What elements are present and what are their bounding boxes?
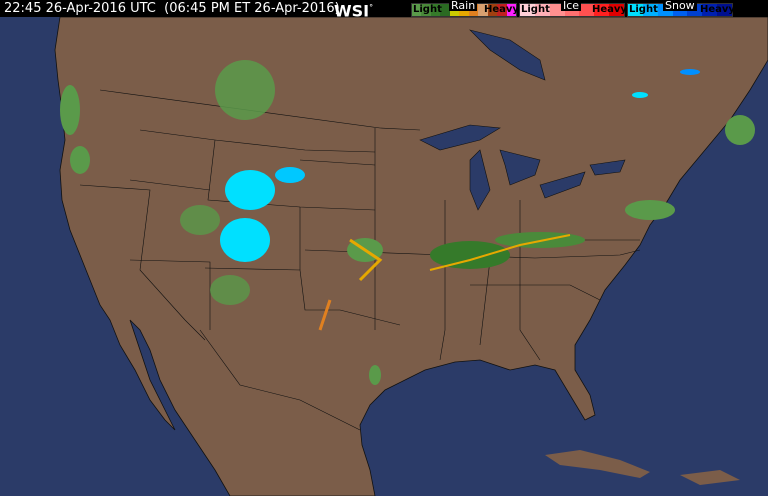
wsi-logo: WSI° [334, 0, 373, 20]
legend-rain-swatch [440, 4, 450, 16]
legend-rain-swatch [506, 4, 516, 16]
legend-snow-swatch [642, 4, 658, 16]
legend-rain-swatch [497, 4, 507, 16]
land-cuba [545, 450, 650, 478]
legend-rain-heavy: Heavy [484, 4, 519, 15]
header-bar: 22:45 26-Apr-2016 UTC (06:45 PM ET 26-Ap… [0, 0, 768, 20]
logo-text: WSI [334, 1, 370, 21]
great-lakes [419, 29, 626, 211]
legend-ice-swatch [520, 4, 535, 16]
radar-map [0, 17, 768, 496]
legend-rain-title: Rain [449, 0, 478, 12]
legend-ice-swatch [594, 4, 610, 16]
land-north-america [54, 17, 768, 496]
timestamp: 22:45 26-Apr-2016 UTC (06:45 PM ET 26-Ap… [4, 1, 340, 16]
radar-echoes [60, 60, 755, 385]
legend-rain-swatch [430, 4, 441, 16]
logo-mark: ° [369, 3, 374, 12]
legend-rain-swatch [421, 4, 431, 16]
legend-snow-swatch [702, 4, 718, 16]
legend-rain-swatch [478, 4, 488, 16]
legend-ice-light: Light [521, 4, 550, 15]
legend-ice-swatch [579, 4, 595, 16]
legend-snow-heavy: Heavy [700, 4, 735, 15]
legend-ice-swatch [609, 4, 625, 16]
legend-rain-swatch [487, 4, 498, 16]
legend-rain-light: Light [413, 4, 442, 15]
legend-snow-title: Snow [663, 0, 697, 12]
legend-snow-swatch [628, 4, 643, 16]
legend-snow-light: Light [629, 4, 658, 15]
legend-ice-swatch [534, 4, 550, 16]
legend-rain-swatch [412, 4, 422, 16]
legend-ice-title: Ice [561, 0, 582, 12]
legend-ice-heavy: Heavy [592, 4, 627, 15]
legend-ice-swatch [549, 4, 565, 16]
land-hispaniola [680, 470, 740, 485]
legend-snow-swatch [717, 4, 733, 16]
